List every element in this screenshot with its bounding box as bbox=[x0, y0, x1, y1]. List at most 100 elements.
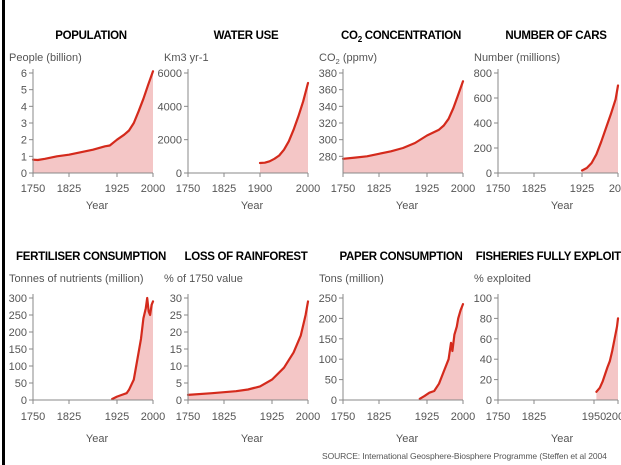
x-tick-label: 1825 bbox=[367, 183, 391, 195]
chart-title: WATER USE bbox=[214, 30, 279, 42]
y-tick-label: 600 bbox=[474, 93, 492, 105]
y-tick-label: 1 bbox=[21, 151, 27, 163]
x-tick-label: 1750 bbox=[486, 411, 510, 423]
y-tick-label: 40 bbox=[480, 354, 492, 366]
y-axis-label: % exploited bbox=[474, 273, 531, 285]
chart-panel-8: FISHERIES FULLY EXPLOITED % exploited 0 20 4… bbox=[474, 251, 621, 445]
series-line bbox=[31, 70, 155, 162]
y-tick-label: 50 bbox=[325, 375, 337, 387]
x-tick-label: 1925 bbox=[105, 183, 129, 195]
series-area bbox=[419, 304, 463, 400]
y-tick-label: 300 bbox=[319, 135, 337, 147]
x-tick-label: 1825 bbox=[522, 411, 546, 423]
x-tick-label: 1825 bbox=[212, 411, 236, 423]
chart-panel-4: NUMBER OF CARS Number (millions) 0 200 400 60… bbox=[474, 30, 621, 212]
x-axis-label: Year bbox=[551, 200, 574, 212]
y-tick-label: 3 bbox=[21, 118, 27, 130]
chart-title: NUMBER OF CARS bbox=[505, 30, 607, 42]
x-axis-label: Year bbox=[241, 433, 264, 445]
x-tick-label: 1750 bbox=[486, 183, 510, 195]
chart-panel-6: LOSS OF RAINFOREST % of 1750 value 0 5 10 15 2… bbox=[164, 251, 320, 445]
y-tick-label: 5 bbox=[176, 378, 182, 390]
y-tick-label: 200 bbox=[474, 143, 492, 155]
x-tick-label: 2000 bbox=[296, 183, 320, 195]
y-axis-label: Tons (million) bbox=[319, 273, 384, 285]
series-line bbox=[341, 80, 465, 160]
y-axis-label: Number (millions) bbox=[474, 52, 560, 64]
y-tick-label: 20 bbox=[170, 327, 182, 339]
x-tick-label: 2000 bbox=[141, 411, 165, 423]
series-line bbox=[418, 303, 465, 400]
chart-title: FERTILISER CONSUMPTION bbox=[16, 251, 166, 263]
y-tick-label: 800 bbox=[474, 68, 492, 80]
y-axis-label: CO2 (ppmv) bbox=[319, 52, 377, 66]
chart-panel-2: WATER USE Km3 yr-1 0 2000 4000 6000 1750 1825 19… bbox=[158, 30, 321, 212]
y-tick-label: 50 bbox=[15, 378, 27, 390]
y-tick-label: 200 bbox=[9, 327, 27, 339]
series-line bbox=[186, 300, 310, 396]
y-tick-label: 150 bbox=[9, 344, 27, 356]
x-tick-label: 1825 bbox=[367, 411, 391, 423]
x-tick-label: 2000 bbox=[451, 411, 475, 423]
chart-title: LOSS OF RAINFOREST bbox=[184, 251, 307, 263]
y-tick-label: 30 bbox=[170, 293, 182, 305]
y-tick-label: 280 bbox=[319, 151, 337, 163]
chart-panel-5: FERTILISER CONSUMPTION Tonnes of nutrient… bbox=[9, 251, 167, 445]
y-tick-label: 0 bbox=[176, 395, 182, 407]
x-axis-label: Year bbox=[396, 200, 419, 212]
series-line bbox=[595, 317, 620, 393]
x-tick-label: 2000 bbox=[141, 183, 165, 195]
y-tick-label: 10 bbox=[170, 361, 182, 373]
chart-panel-3: CO2 CONCENTRATION CO2 (ppmv) 280 300 320 340 3… bbox=[319, 30, 476, 212]
y-tick-label: 4000 bbox=[158, 101, 182, 113]
x-axis-label: Year bbox=[551, 433, 574, 445]
x-tick-label: 1825 bbox=[522, 183, 546, 195]
y-tick-label: 6 bbox=[21, 68, 27, 80]
x-tick-label: 2000 bbox=[296, 411, 320, 423]
x-tick-label: 1925 bbox=[415, 411, 439, 423]
y-tick-label: 400 bbox=[474, 118, 492, 130]
series-area bbox=[596, 318, 618, 400]
x-tick-label: 1750 bbox=[331, 411, 355, 423]
chart-panel-1: POPULATION People (billion) 0 1 2 3 4 5 6 1750 182… bbox=[9, 30, 165, 212]
series-line bbox=[580, 84, 620, 172]
y-tick-label: 100 bbox=[9, 361, 27, 373]
y-tick-label: 20 bbox=[480, 375, 492, 387]
x-tick-label: 200 bbox=[609, 183, 621, 195]
y-tick-label: 25 bbox=[170, 310, 182, 322]
y-tick-label: 340 bbox=[319, 101, 337, 113]
y-tick-label: 0 bbox=[21, 168, 27, 180]
y-tick-label: 0 bbox=[486, 395, 492, 407]
y-tick-label: 4 bbox=[21, 101, 27, 113]
y-tick-label: 6000 bbox=[158, 68, 182, 80]
x-tick-label: 2000 bbox=[451, 183, 475, 195]
y-tick-label: 0 bbox=[486, 168, 492, 180]
x-tick-label: 1750 bbox=[21, 183, 45, 195]
x-tick-label: 1900 bbox=[248, 183, 272, 195]
chart-title: FISHERIES FULLY EXPLOITED bbox=[476, 251, 621, 263]
x-tick-label: 1950 bbox=[582, 411, 606, 423]
x-tick-label: 1925 bbox=[415, 183, 439, 195]
x-tick-label: 1750 bbox=[21, 411, 45, 423]
y-tick-label: 0 bbox=[176, 168, 182, 180]
y-tick-label: 0 bbox=[21, 395, 27, 407]
y-axis-label: Km3 yr-1 bbox=[164, 52, 209, 64]
x-tick-label: 1925 bbox=[570, 183, 594, 195]
chart-title: CO2 CONCENTRATION bbox=[341, 30, 461, 44]
y-tick-label: 100 bbox=[474, 293, 492, 305]
x-tick-label: 2000 bbox=[606, 411, 621, 423]
y-tick-label: 100 bbox=[319, 354, 337, 366]
y-tick-label: 60 bbox=[480, 334, 492, 346]
source-note: SOURCE: International Geosphere-Biospher… bbox=[322, 451, 607, 461]
y-tick-label: 150 bbox=[319, 334, 337, 346]
y-tick-label: 360 bbox=[319, 85, 337, 97]
y-tick-label: 2000 bbox=[158, 135, 182, 147]
y-tick-label: 200 bbox=[319, 313, 337, 325]
y-tick-label: 320 bbox=[319, 118, 337, 130]
y-tick-label: 15 bbox=[170, 344, 182, 356]
x-tick-label: 1825 bbox=[57, 183, 81, 195]
x-tick-label: 1925 bbox=[260, 411, 284, 423]
left-frame-border bbox=[2, 0, 5, 465]
x-tick-label: 1750 bbox=[331, 183, 355, 195]
